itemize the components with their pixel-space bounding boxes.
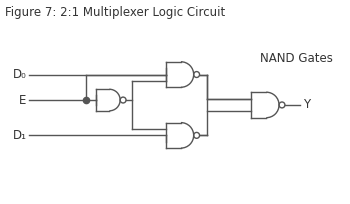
- Text: Y: Y: [303, 99, 310, 111]
- Text: Figure 7: 2:1 Multiplexer Logic Circuit: Figure 7: 2:1 Multiplexer Logic Circuit: [5, 6, 225, 19]
- Text: NAND Gates: NAND Gates: [260, 52, 333, 65]
- Text: E: E: [19, 94, 27, 106]
- Text: D₀: D₀: [13, 68, 27, 81]
- Text: D₁: D₁: [13, 129, 27, 142]
